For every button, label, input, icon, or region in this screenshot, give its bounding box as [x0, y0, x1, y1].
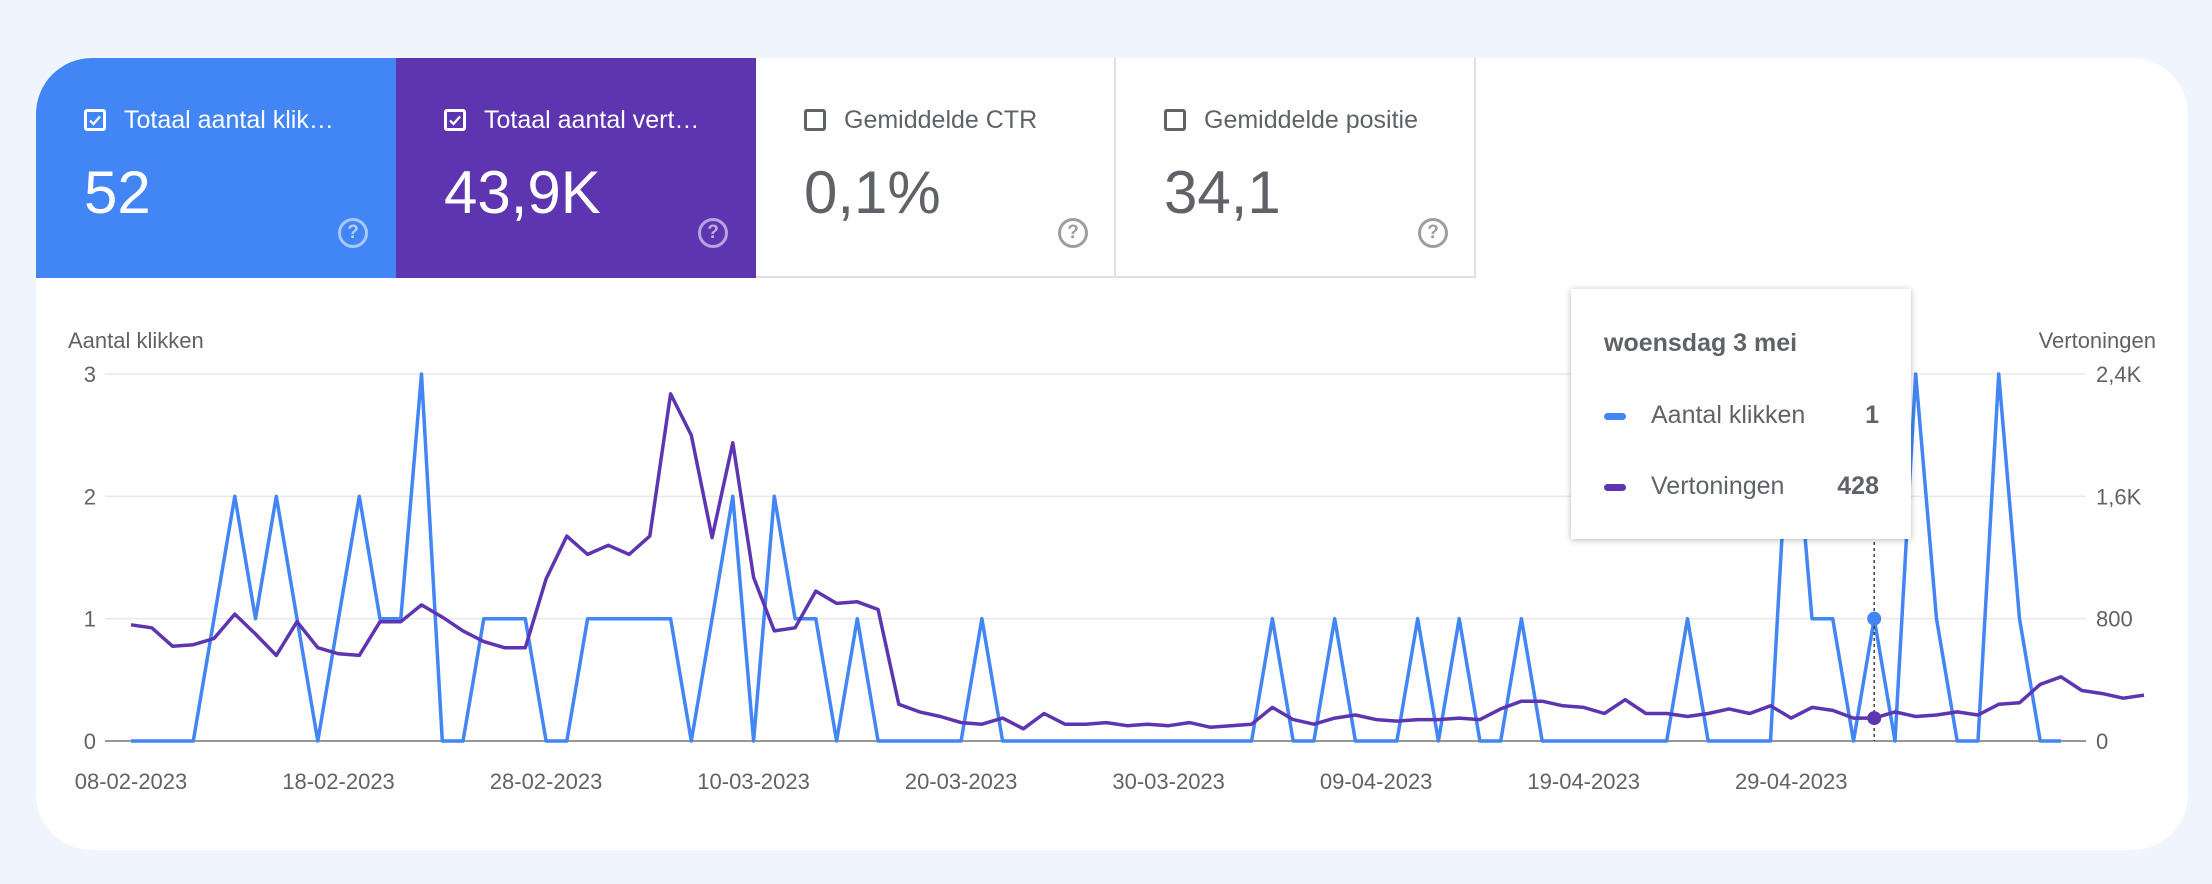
help-icon[interactable]: ?	[1058, 218, 1088, 248]
series-line-clicks	[131, 372, 2061, 743]
x-tick-label: 10-03-2023	[697, 769, 810, 794]
x-tick-label: 09-04-2023	[1320, 769, 1433, 794]
y-right-tick-label: 800	[2096, 607, 2133, 632]
x-tick-label: 08-02-2023	[75, 769, 188, 794]
help-icon[interactable]: ?	[1418, 218, 1448, 248]
checkbox-checked-icon[interactable]	[84, 109, 106, 131]
x-tick-label: 20-03-2023	[905, 769, 1018, 794]
legend-swatch-clicks	[1604, 413, 1626, 420]
hover-point-impressions	[1867, 711, 1882, 726]
series-lines	[130, 372, 2145, 743]
metric-tiles: Totaal aantal klik… 52 ? Totaal aantal v…	[36, 58, 1476, 278]
tile-value: 43,9K	[444, 159, 601, 226]
y-left-tick-labels: 0 1 2 3	[84, 362, 96, 754]
series-line-impressions	[130, 392, 2145, 731]
tooltip-value: 1	[1865, 401, 1879, 429]
tooltip-row-clicks: Aantal klikken 1	[1604, 401, 1879, 431]
x-tick-labels: 08-02-2023 18-02-2023 28-02-2023 10-03-2023…	[75, 769, 1848, 794]
tile-total-clicks[interactable]: Totaal aantal klik… 52 ?	[36, 58, 396, 278]
tooltip-row-impressions: Vertoningen 428	[1604, 472, 1879, 502]
y-left-tick-label: 0	[84, 729, 96, 754]
y-left-tick-label: 2	[84, 484, 96, 509]
chart-tooltip: woensdag 3 mei Aantal klikken 1 Vertonin…	[1571, 289, 1911, 539]
legend-swatch-impressions	[1604, 484, 1626, 491]
tile-value: 34,1	[1164, 159, 1281, 226]
y-right-tick-label: 0	[2096, 729, 2108, 754]
help-icon[interactable]: ?	[698, 218, 728, 248]
x-tick-label: 19-04-2023	[1527, 769, 1640, 794]
checkbox-unchecked-icon[interactable]	[804, 109, 826, 131]
y-right-tick-labels: 0 800 1,6K 2,4K	[2096, 362, 2142, 754]
tile-total-impressions[interactable]: Totaal aantal vert… 43,9K ?	[396, 58, 756, 278]
y-left-tick-label: 1	[84, 607, 96, 632]
y-right-axis-title: Vertoningen	[2039, 328, 2156, 353]
x-tick-label: 29-04-2023	[1735, 769, 1848, 794]
hover-point-clicks	[1867, 611, 1882, 626]
tooltip-label: Vertoningen	[1651, 472, 1785, 500]
x-tick-label: 30-03-2023	[1112, 769, 1225, 794]
y-left-axis-title: Aantal klikken	[68, 328, 204, 353]
y-left-tick-label: 3	[84, 362, 96, 387]
checkbox-unchecked-icon[interactable]	[1164, 109, 1186, 131]
checkbox-checked-icon[interactable]	[444, 109, 466, 131]
tile-value: 52	[84, 159, 151, 226]
tooltip-label: Aantal klikken	[1651, 401, 1806, 429]
x-tick-label: 28-02-2023	[490, 769, 603, 794]
y-right-tick-label: 2,4K	[2096, 362, 2142, 387]
tooltip-date: woensdag 3 mei	[1604, 329, 1798, 357]
y-right-tick-label: 1,6K	[2096, 484, 2142, 509]
help-icon[interactable]: ?	[338, 218, 368, 248]
tile-average-ctr[interactable]: Gemiddelde CTR 0,1% ?	[756, 58, 1116, 278]
tooltip-value: 428	[1837, 472, 1879, 500]
x-tick-label: 18-02-2023	[282, 769, 395, 794]
tile-average-position[interactable]: Gemiddelde positie 34,1 ?	[1116, 58, 1476, 278]
tile-value: 0,1%	[804, 159, 941, 226]
